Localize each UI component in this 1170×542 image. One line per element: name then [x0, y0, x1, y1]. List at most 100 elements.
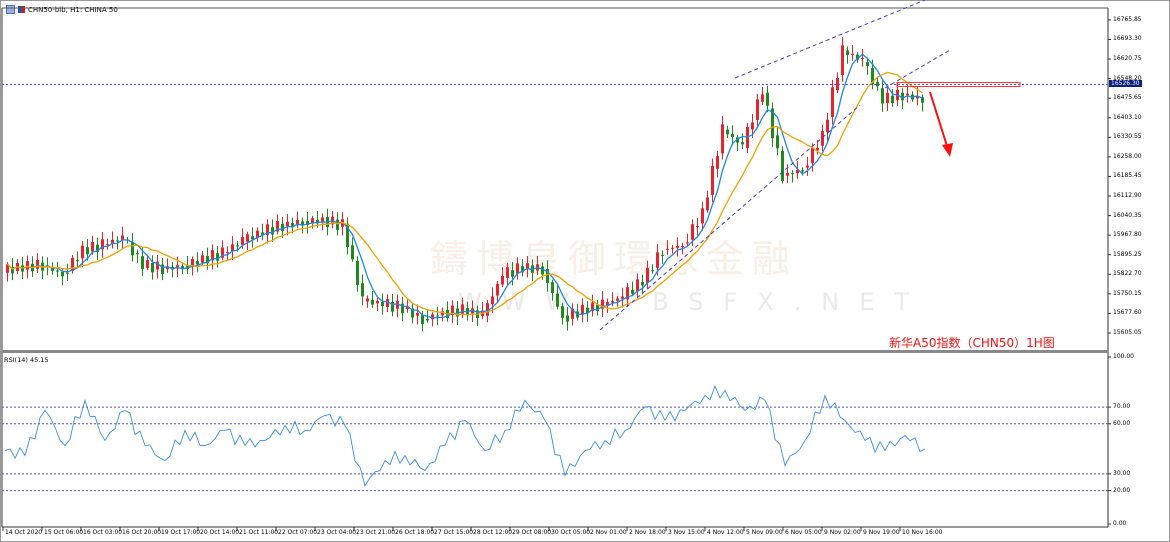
bear-candle	[306, 220, 309, 225]
bear-candle	[731, 134, 734, 138]
bull-candle	[416, 312, 419, 316]
bear-candle	[856, 54, 859, 60]
time-tick-label: 29 Oct 08:00	[512, 529, 552, 536]
bull-candle	[831, 87, 834, 117]
bear-candle	[771, 108, 774, 139]
bull-candle	[71, 257, 74, 272]
bear-candle	[116, 240, 119, 242]
bull-candle	[571, 308, 574, 319]
bear-candle	[726, 129, 729, 135]
bear-candle	[351, 245, 354, 260]
bear-candle	[11, 266, 14, 274]
bear-candle	[141, 256, 144, 269]
bull-candle	[621, 296, 624, 299]
channel-lower-line	[599, 104, 861, 331]
price-tick-label: 16765.85	[1113, 15, 1142, 23]
rsi-tick-label: 60.00	[1113, 419, 1131, 427]
bull-candle	[861, 57, 864, 59]
bull-candle	[231, 244, 234, 252]
time-tick-label: 2 Nov 18:00	[629, 529, 666, 536]
rsi-tick-label: 20.00	[1113, 486, 1131, 494]
bear-candle	[521, 266, 524, 273]
bull-candle	[836, 77, 839, 91]
bear-candle	[401, 303, 404, 314]
bull-candle	[526, 263, 529, 270]
ma-fast-line	[7, 53, 923, 319]
bull-candle	[451, 305, 454, 316]
rsi-tick-label: 100.00	[1113, 353, 1134, 360]
bear-candle	[561, 306, 564, 318]
bull-candle	[221, 247, 224, 258]
bull-candle	[226, 252, 229, 254]
bull-candle	[611, 301, 614, 303]
bull-candle	[851, 53, 854, 55]
price-tick-label: 16475.65	[1113, 94, 1142, 102]
chart-icon	[6, 5, 15, 14]
bull-candle	[706, 197, 709, 211]
bull-candle	[681, 246, 684, 248]
bear-candle	[456, 308, 459, 317]
time-tick-label: 6 Nov 05:00	[785, 529, 822, 536]
bull-candle	[111, 239, 114, 244]
bear-candle	[551, 282, 554, 293]
bull-candle	[406, 307, 409, 310]
bear-candle	[206, 255, 209, 264]
watermark-text: 鑄博皇御環球金融	[430, 237, 799, 281]
bull-candle	[756, 99, 759, 121]
bear-candle	[151, 262, 154, 273]
bull-candle	[366, 298, 369, 302]
bull-candle	[821, 131, 824, 146]
bull-candle	[6, 264, 9, 273]
bear-candle	[566, 315, 569, 322]
bull-candle	[81, 245, 84, 259]
bull-candle	[616, 298, 619, 301]
bull-candle	[671, 247, 674, 249]
price-tick-label: 16330.55	[1113, 133, 1142, 141]
bull-candle	[256, 230, 259, 238]
bull-candle	[296, 220, 299, 226]
time-tick-label: 9 Nov 19:00	[863, 529, 900, 536]
channel-upper-line	[734, 0, 926, 79]
bear-candle	[316, 219, 319, 224]
bear-candle	[436, 315, 439, 317]
bull-candle	[106, 244, 109, 246]
bull-candle	[626, 287, 629, 300]
bull-candle	[606, 302, 609, 305]
bear-candle	[391, 302, 394, 312]
bear-candle	[511, 270, 514, 277]
bull-candle	[656, 252, 659, 268]
bull-candle	[581, 304, 584, 315]
time-tick-label: 21 Oct 11:00	[239, 529, 279, 536]
bull-candle	[806, 165, 809, 168]
channel-lower-extension	[884, 49, 951, 89]
bull-candle	[516, 263, 519, 274]
bear-candle	[86, 247, 89, 255]
bear-candle	[876, 81, 879, 87]
bull-candle	[686, 242, 689, 244]
current-price-tag: 16526.30	[1109, 80, 1142, 87]
chart-annotation: 新华A50指数（CHN50）1H图	[889, 336, 1055, 350]
bear-candle	[291, 223, 294, 227]
bull-candle	[601, 299, 604, 309]
bull-candle	[636, 279, 639, 292]
bear-candle	[196, 261, 199, 265]
bear-candle	[346, 223, 349, 247]
time-tick-label: 30 Oct 05:00	[551, 529, 591, 536]
down-arrow-shaft	[929, 91, 948, 147]
price-tick-label: 16620.75	[1113, 55, 1142, 63]
bull-candle	[501, 275, 504, 285]
bull-candle	[286, 221, 289, 227]
bear-candle	[56, 270, 59, 272]
bull-candle	[156, 261, 159, 270]
bull-candle	[471, 308, 474, 314]
bull-candle	[696, 225, 699, 227]
time-tick-label: 22 Oct 07:00	[278, 529, 318, 536]
bull-candle	[376, 300, 379, 304]
time-tick-label: 28 Oct 12:00	[473, 529, 513, 536]
bear-candle	[741, 142, 744, 145]
down-arrow-head	[942, 143, 953, 157]
bear-candle	[801, 170, 804, 172]
bear-candle	[901, 92, 904, 101]
